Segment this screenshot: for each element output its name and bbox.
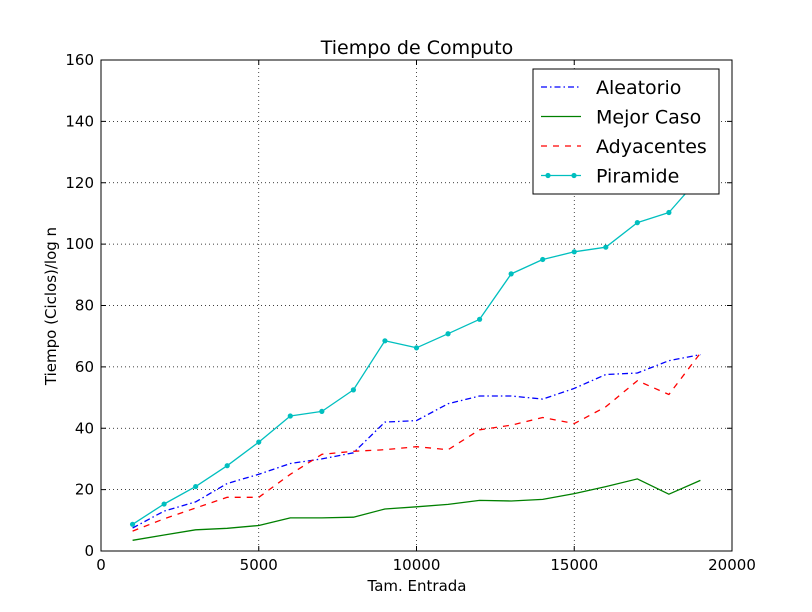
data-point-piramide bbox=[477, 316, 483, 322]
y-tick-label: 80 bbox=[75, 297, 94, 315]
legend-label-aleatorio: Aleatorio bbox=[596, 77, 681, 99]
data-point-piramide bbox=[287, 413, 293, 419]
y-tick-label: 100 bbox=[65, 235, 94, 253]
data-point-piramide bbox=[193, 483, 199, 490]
data-point-piramide bbox=[161, 501, 167, 507]
series-line-mejor-caso bbox=[132, 478, 701, 541]
y-tick-label: 0 bbox=[84, 542, 94, 560]
series-layer bbox=[129, 174, 704, 541]
y-tick-label: 60 bbox=[75, 358, 94, 376]
x-tick-label: 0 bbox=[96, 556, 106, 574]
data-point-piramide bbox=[666, 209, 672, 216]
data-point-piramide bbox=[603, 244, 609, 250]
x-tick-label: 10000 bbox=[393, 556, 441, 574]
legend-box bbox=[532, 68, 720, 195]
x-tick-label: 5000 bbox=[240, 556, 278, 574]
data-point-piramide bbox=[571, 249, 577, 255]
series-line-adyacentes bbox=[132, 352, 701, 532]
data-point-piramide bbox=[508, 271, 514, 277]
legend-marker-piramide bbox=[571, 172, 577, 179]
legend-label-piramide: Piramide bbox=[596, 166, 679, 188]
data-point-piramide bbox=[256, 439, 262, 445]
data-point-piramide bbox=[319, 408, 325, 414]
data-point-piramide bbox=[634, 220, 640, 226]
data-point-piramide bbox=[129, 521, 136, 527]
series-line-aleatorio bbox=[132, 353, 701, 529]
chart-title: Tiempo de Computo bbox=[320, 37, 514, 59]
y-tick-label: 160 bbox=[65, 51, 94, 69]
y-tick-label: 40 bbox=[75, 419, 94, 437]
data-point-piramide bbox=[540, 256, 546, 263]
data-point-piramide bbox=[413, 345, 420, 351]
data-point-piramide bbox=[224, 463, 230, 469]
ticks-layer: 0 5000 10000 15000 20000 0 20 40 60 80 100 120 140 16… bbox=[65, 51, 756, 574]
y-tick-label: 140 bbox=[65, 112, 94, 130]
data-point-piramide bbox=[445, 331, 451, 337]
y-axis-label: Tiempo (Ciclos)/log n bbox=[42, 227, 60, 386]
y-tick-label: 20 bbox=[75, 481, 94, 499]
legend-label-adyacentes: Adyacentes bbox=[596, 136, 707, 158]
data-point-piramide bbox=[382, 338, 388, 344]
y-tick-label: 120 bbox=[65, 174, 94, 192]
x-tick-label: 15000 bbox=[550, 556, 598, 574]
data-point-piramide bbox=[350, 387, 356, 393]
x-axis-label: Tam. Entrada bbox=[367, 577, 467, 595]
legend-label-mejor-caso: Mejor Caso bbox=[596, 107, 701, 129]
x-tick-label: 20000 bbox=[708, 556, 756, 574]
legend-marker-piramide bbox=[545, 172, 551, 179]
legend: Aleatorio Mejor Caso Adyacentes Piramide bbox=[532, 68, 720, 195]
